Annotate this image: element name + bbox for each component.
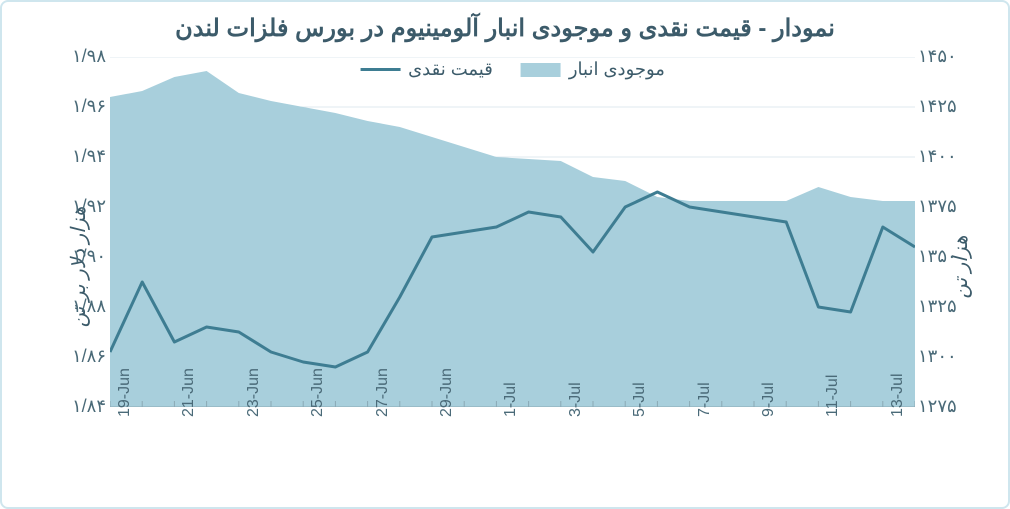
xtick: 19-Jun bbox=[116, 368, 134, 417]
right-axis-label: هزار تن bbox=[948, 235, 973, 298]
ytick-right: ۱۲۷۵ bbox=[918, 396, 968, 417]
ytick-left: ۱/۹۶ bbox=[58, 96, 106, 117]
xtick: 27-Jun bbox=[374, 368, 392, 417]
ytick-left: ۱/۸۸ bbox=[58, 296, 106, 317]
ytick-right: ۱۳۲۵ bbox=[918, 296, 968, 317]
xtick: 11-Jul bbox=[824, 375, 842, 417]
ytick-right: ۱۴۰۰ bbox=[918, 146, 968, 167]
legend-area-label: موجودی انبار bbox=[569, 59, 665, 80]
ytick-left: ۱/۹۰ bbox=[58, 246, 106, 267]
legend-line-swatch bbox=[360, 68, 400, 71]
chart-frame: نمودار - قیمت نقدی و موجودی انبار آلومین… bbox=[0, 0, 1010, 509]
chart-area: هزار دلار بر تن هزار تن قیمت نقدی موجودی… bbox=[20, 47, 990, 487]
ytick-left: ۱/۹۲ bbox=[58, 196, 106, 217]
legend-area-item: موجودی انبار bbox=[521, 59, 665, 80]
xtick: 21-Jun bbox=[180, 368, 198, 417]
ytick-right: ۱۴۵۰ bbox=[918, 46, 968, 67]
ytick-right: ۱۴۲۵ bbox=[918, 96, 968, 117]
xtick: 5-Jul bbox=[631, 382, 649, 417]
ytick-left: ۱/۹۸ bbox=[58, 46, 106, 67]
xtick: 1-Jul bbox=[502, 382, 520, 417]
ytick-left: ۱/۹۴ bbox=[58, 146, 106, 167]
legend-area-swatch bbox=[521, 63, 561, 77]
xtick: 7-Jul bbox=[696, 382, 714, 417]
legend: قیمت نقدی موجودی انبار bbox=[360, 59, 665, 80]
legend-line-item: قیمت نقدی bbox=[360, 59, 493, 80]
ytick-left: ۱/۸۴ bbox=[58, 396, 106, 417]
ytick-right: ۱۳۰۰ bbox=[918, 346, 968, 367]
xtick: 9-Jul bbox=[760, 382, 778, 417]
chart-title: نمودار - قیمت نقدی و موجودی انبار آلومین… bbox=[20, 14, 990, 43]
xtick: 29-Jun bbox=[438, 368, 456, 417]
plot-svg bbox=[110, 57, 915, 407]
ytick-right: ۱۳۷۵ bbox=[918, 196, 968, 217]
xtick: 3-Jul bbox=[567, 382, 585, 417]
plot-region: قیمت نقدی موجودی انبار bbox=[110, 57, 915, 407]
xtick: 23-Jun bbox=[245, 368, 263, 417]
legend-line-label: قیمت نقدی bbox=[408, 59, 493, 80]
ytick-right: ۱۳۵۰ bbox=[918, 246, 968, 267]
xtick: 25-Jun bbox=[309, 368, 327, 417]
ytick-left: ۱/۸۶ bbox=[58, 346, 106, 367]
xtick: 13-Jul bbox=[889, 373, 907, 417]
